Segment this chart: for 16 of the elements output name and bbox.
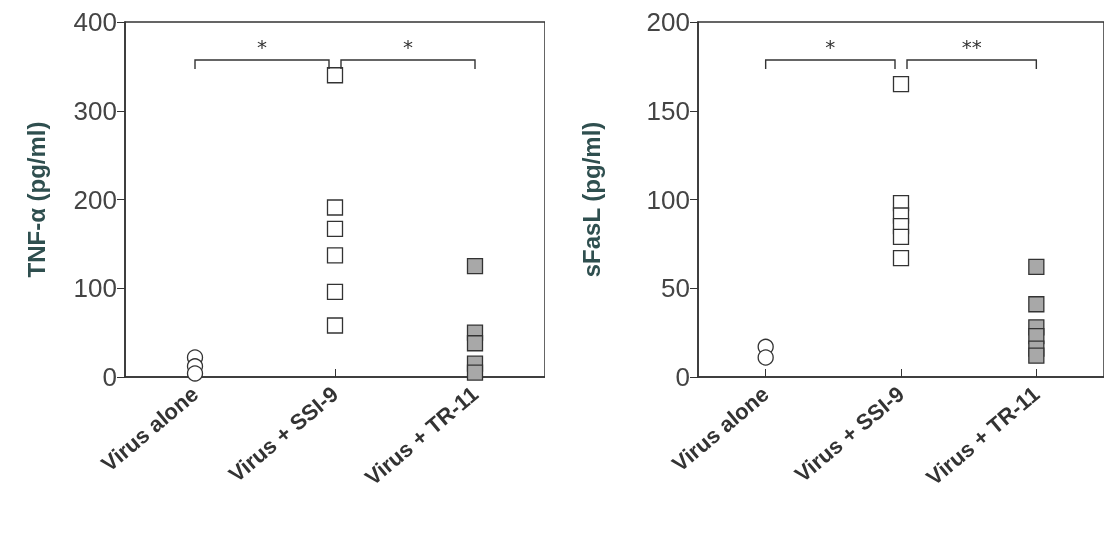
annotation: * xyxy=(257,35,267,59)
annotation: * xyxy=(403,35,413,59)
annotation: * xyxy=(825,35,836,59)
y-tick-label: 200 xyxy=(73,184,117,215)
y-tick-label: 0 xyxy=(102,362,117,392)
y-tick-label: 0 xyxy=(675,362,690,392)
y-tick-label: 50 xyxy=(661,273,690,304)
annotation: ** xyxy=(961,35,982,59)
y-tick-label: 100 xyxy=(646,184,690,215)
y-axis-title: TNF-α (pg/ml) xyxy=(22,121,50,278)
y-tick-label: 200 xyxy=(646,7,690,37)
y-tick-label: 300 xyxy=(73,95,117,126)
y-tick-label: 100 xyxy=(73,273,117,304)
y-tick-label: 400 xyxy=(73,7,117,37)
y-axis-title: sFasL (pg/ml) xyxy=(577,121,605,278)
y-tick-label: 150 xyxy=(646,95,690,126)
